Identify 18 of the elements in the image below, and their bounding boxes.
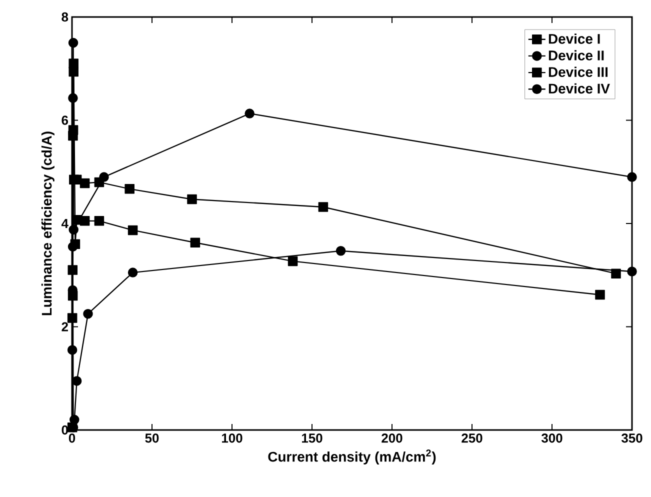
y-tick-label: 2: [62, 322, 68, 332]
y-tick-label: 6: [62, 116, 68, 125]
legend-label: Device III: [548, 66, 608, 77]
y-tick-label: 4: [61, 219, 68, 228]
legend-label: Device I: [548, 34, 600, 44]
y-tick-label: 8: [62, 12, 68, 22]
x-tick-label: 50: [145, 434, 159, 443]
x-tick-label: 350: [621, 434, 642, 443]
x-tick-label: 0: [68, 434, 76, 443]
x-tick-label: 150: [302, 434, 322, 443]
y-axis-title: Luminance efficiency (cd/A): [41, 132, 54, 316]
x-axis-title: Current density (mA/cm$^{2}$): [268, 450, 436, 464]
x-tick-label: 300: [541, 434, 562, 443]
x-tick-label: 200: [382, 434, 402, 443]
legend-label: Device IV: [548, 83, 610, 94]
x-tick-label: 100: [222, 434, 242, 443]
x-tick-label: 250: [462, 434, 482, 443]
legend-label: Device II: [548, 50, 604, 60]
